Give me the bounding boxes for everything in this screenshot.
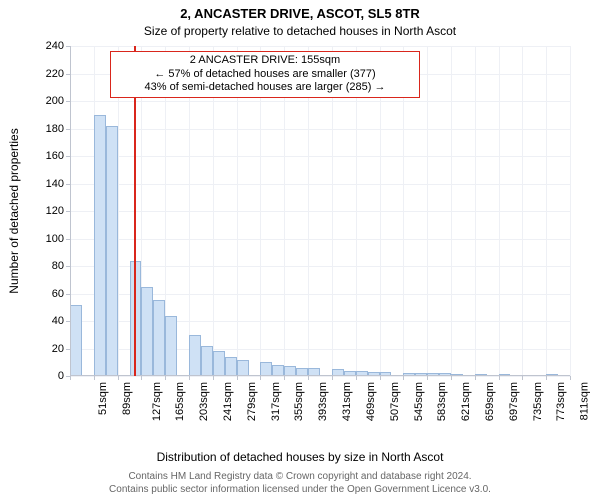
histogram-bar	[106, 126, 118, 376]
histogram-bar	[141, 287, 153, 376]
x-tick: 89sqm	[121, 382, 133, 415]
chart-title-line2: Size of property relative to detached ho…	[0, 24, 600, 38]
x-tick: 621sqm	[460, 382, 472, 421]
x-tick: 279sqm	[246, 382, 258, 421]
histogram-bar	[225, 357, 237, 376]
x-tick: 241sqm	[222, 382, 234, 421]
y-tick: 100	[46, 233, 70, 245]
x-tick: 51sqm	[97, 382, 109, 415]
x-tick: 317sqm	[270, 382, 282, 421]
histogram-bar	[213, 351, 225, 376]
footnote: Contains HM Land Registry data © Crown c…	[0, 471, 600, 496]
footnote-line1: Contains HM Land Registry data © Crown c…	[0, 471, 600, 484]
y-tick: 240	[46, 40, 70, 52]
histogram-bar	[189, 335, 201, 376]
x-tick: 431sqm	[341, 382, 353, 421]
annotation-box: 2 ANCASTER DRIVE: 155sqm← 57% of detache…	[110, 51, 420, 98]
x-tick: 469sqm	[365, 382, 377, 421]
y-tick: 40	[52, 315, 70, 327]
y-tick: 180	[46, 123, 70, 135]
annotation-line2: ← 57% of detached houses are smaller (37…	[117, 68, 413, 82]
y-tick: 220	[46, 68, 70, 80]
histogram-bar	[153, 300, 165, 376]
y-tick: 60	[52, 288, 70, 300]
x-tick: 507sqm	[389, 382, 401, 421]
x-tick: 393sqm	[317, 382, 329, 421]
x-tick: 697sqm	[508, 382, 520, 421]
y-tick: 80	[52, 260, 70, 272]
y-tick: 140	[46, 178, 70, 190]
histogram-bar	[260, 362, 272, 376]
y-tick: 160	[46, 150, 70, 162]
plot-area: 02040608010012014016018020022024051sqm89…	[70, 46, 570, 376]
x-tick: 355sqm	[294, 382, 306, 421]
x-tick: 203sqm	[198, 382, 210, 421]
histogram-bar	[165, 316, 177, 377]
chart-title-line1: 2, ANCASTER DRIVE, ASCOT, SL5 8TR	[0, 6, 600, 21]
histogram-bar	[94, 115, 106, 376]
x-tick: 127sqm	[151, 382, 163, 421]
x-tick: 659sqm	[484, 382, 496, 421]
x-tick: 735sqm	[532, 382, 544, 421]
y-tick: 120	[46, 205, 70, 217]
histogram-bar	[70, 305, 82, 377]
y-tick: 20	[52, 343, 70, 355]
x-tick: 773sqm	[556, 382, 568, 421]
annotation-line3: 43% of semi-detached houses are larger (…	[117, 81, 413, 95]
annotation-line1: 2 ANCASTER DRIVE: 155sqm	[117, 54, 413, 68]
x-tick: 583sqm	[436, 382, 448, 421]
footnote-line2: Contains public sector information licen…	[0, 484, 600, 497]
y-tick: 0	[58, 370, 70, 382]
histogram-bar	[237, 360, 249, 377]
histogram-bar	[201, 346, 213, 376]
x-axis-label: Distribution of detached houses by size …	[0, 450, 600, 464]
y-axis-label: Number of detached properties	[7, 128, 21, 293]
x-tick: 545sqm	[413, 382, 425, 421]
y-tick: 200	[46, 95, 70, 107]
x-tick: 811sqm	[579, 382, 591, 420]
chart-container: { "chart": { "type": "histogram", "title…	[0, 0, 600, 500]
x-tick: 165sqm	[175, 382, 187, 421]
